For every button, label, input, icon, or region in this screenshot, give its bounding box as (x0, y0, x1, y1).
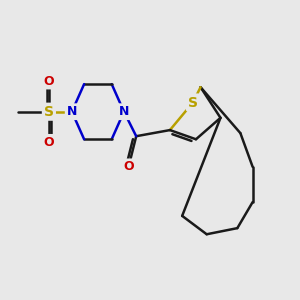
Text: O: O (123, 160, 134, 173)
Text: S: S (188, 95, 198, 110)
Text: O: O (44, 136, 54, 149)
Text: N: N (67, 105, 77, 118)
Text: S: S (44, 105, 54, 119)
Text: N: N (119, 105, 129, 118)
Text: O: O (44, 75, 54, 88)
